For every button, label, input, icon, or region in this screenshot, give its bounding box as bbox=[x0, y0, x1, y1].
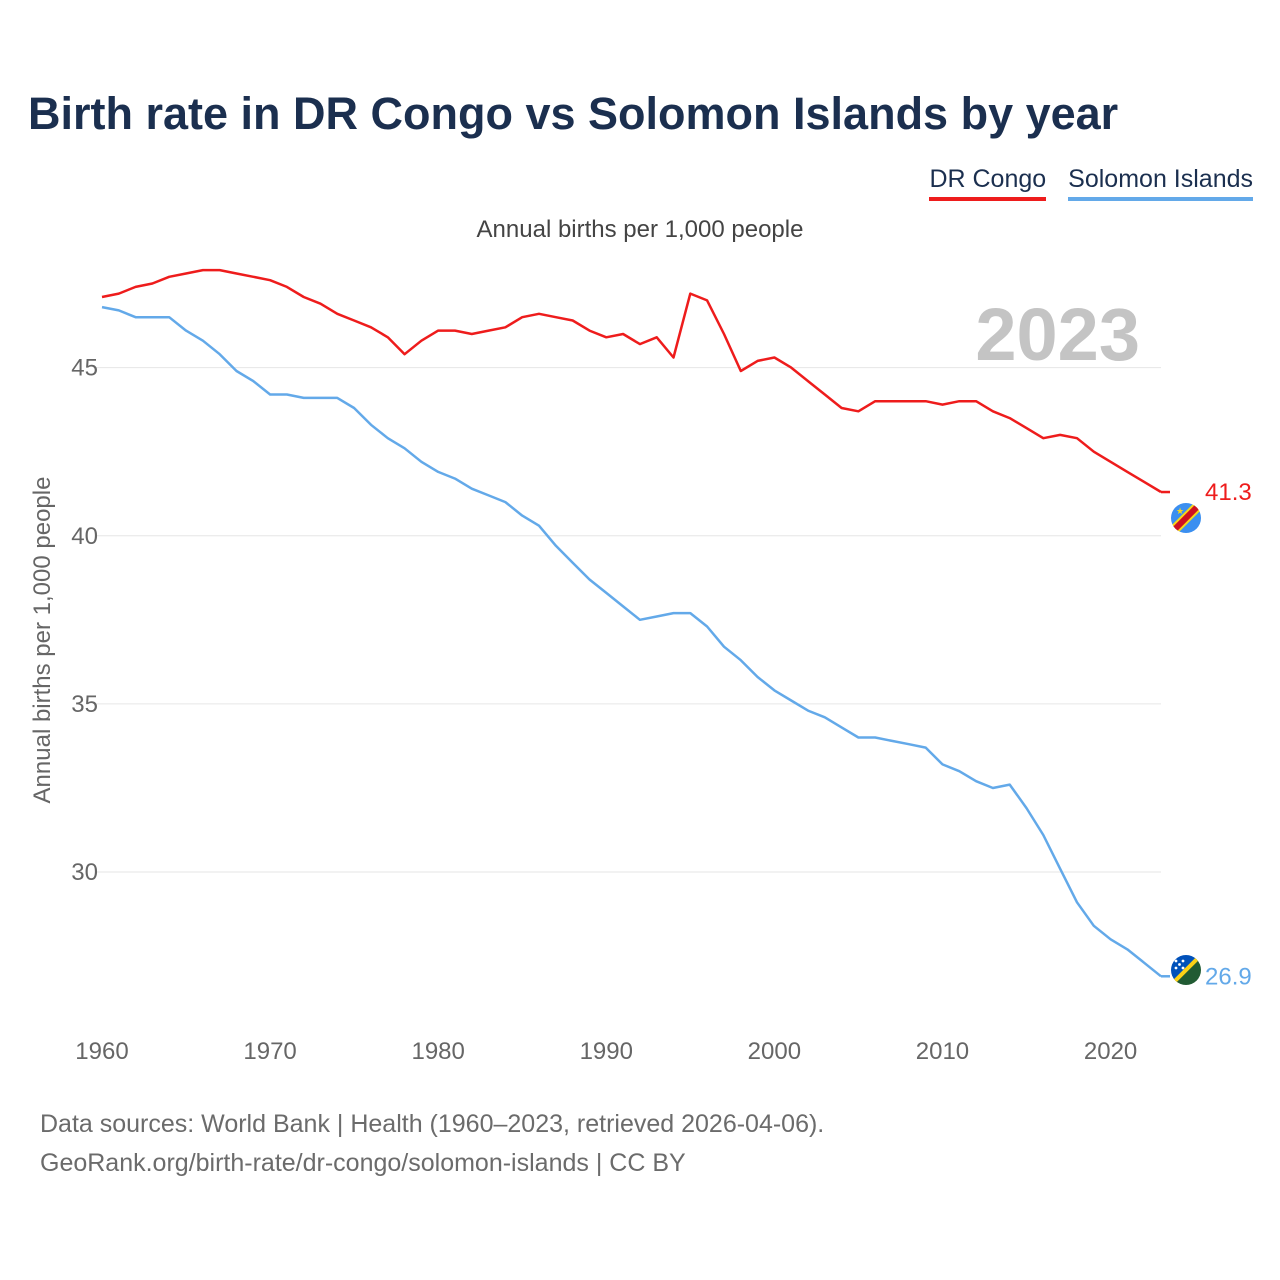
x-tick-label: 1980 bbox=[411, 1038, 464, 1065]
end-value-label-solomon-islands: 26.9 bbox=[1205, 963, 1252, 990]
svg-text:★: ★ bbox=[1176, 507, 1184, 517]
series-line-dr-congo bbox=[101, 268, 1162, 494]
x-tick-label: 1960 bbox=[75, 1038, 128, 1065]
y-tick-label: 30 bbox=[71, 859, 98, 886]
x-tick-label: 2020 bbox=[1084, 1038, 1137, 1065]
x-tick-label: 1970 bbox=[243, 1038, 296, 1065]
x-tick-label: 1990 bbox=[580, 1038, 633, 1065]
solomon-islands-flag-icon bbox=[1171, 955, 1201, 985]
y-tick-label: 35 bbox=[71, 691, 98, 718]
chart-subtitle: Annual births per 1,000 people bbox=[476, 216, 804, 243]
y-tick-label: 45 bbox=[71, 355, 98, 382]
year-watermark: 2023 bbox=[975, 293, 1140, 376]
x-tick-label: 2000 bbox=[748, 1038, 801, 1065]
x-tick-label: 2010 bbox=[916, 1038, 969, 1065]
end-value-label-dr-congo: 41.3 bbox=[1205, 479, 1252, 506]
y-axis-label: Annual births per 1,000 people bbox=[29, 477, 56, 804]
dr-congo-flag-icon: ★ bbox=[1171, 503, 1201, 533]
y-tick-label: 40 bbox=[71, 523, 98, 550]
series-line-solomon-islands bbox=[101, 305, 1162, 978]
footer-source: Data sources: World Bank | Health (1960–… bbox=[40, 1110, 825, 1138]
footer: Data sources: World Bank | Health (1960–… bbox=[40, 1105, 824, 1183]
grid-layer: 30 35 40 45 1960 1970 1980 1990 2000 2010 2020 bbox=[71, 355, 1161, 1065]
legend-item-solomon-islands[interactable]: Solomon Islands bbox=[1068, 164, 1253, 201]
legend-item-dr-congo[interactable]: DR Congo bbox=[929, 164, 1047, 201]
footer-url[interactable]: GeoRank.org/birth-rate/dr-congo/solomon-… bbox=[40, 1149, 686, 1177]
series-layer: 41.3 26.9 bbox=[101, 268, 1252, 990]
chart-title: Birth rate in DR Congo vs Solomon Island… bbox=[28, 88, 1119, 139]
legend: DR Congo Solomon Islands bbox=[929, 164, 1253, 201]
